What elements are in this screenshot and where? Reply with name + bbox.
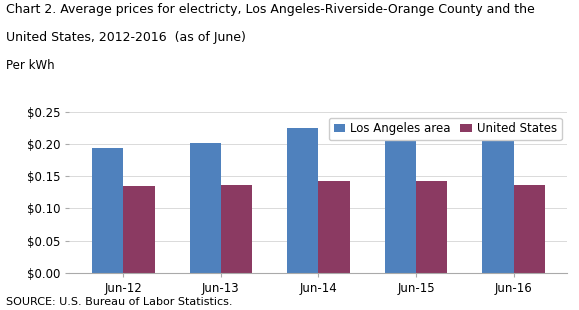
Bar — [385, 141, 416, 273]
Bar — [514, 185, 545, 273]
Legend: Los Angeles area, United States: Los Angeles area, United States — [329, 117, 562, 140]
Bar — [190, 143, 221, 273]
Bar — [123, 186, 155, 273]
Bar — [416, 181, 447, 273]
Bar — [287, 128, 318, 273]
Bar — [318, 181, 350, 273]
Text: SOURCE: U.S. Bureau of Labor Statistics.: SOURCE: U.S. Bureau of Labor Statistics. — [6, 297, 232, 307]
Bar — [221, 185, 252, 273]
Text: Per kWh: Per kWh — [6, 59, 54, 72]
Text: United States, 2012-2016  (as of June): United States, 2012-2016 (as of June) — [6, 31, 245, 44]
Bar — [92, 148, 123, 273]
Bar — [482, 137, 514, 273]
Text: Chart 2. Average prices for electricty, Los Angeles-Riverside-Orange County and : Chart 2. Average prices for electricty, … — [6, 3, 534, 16]
